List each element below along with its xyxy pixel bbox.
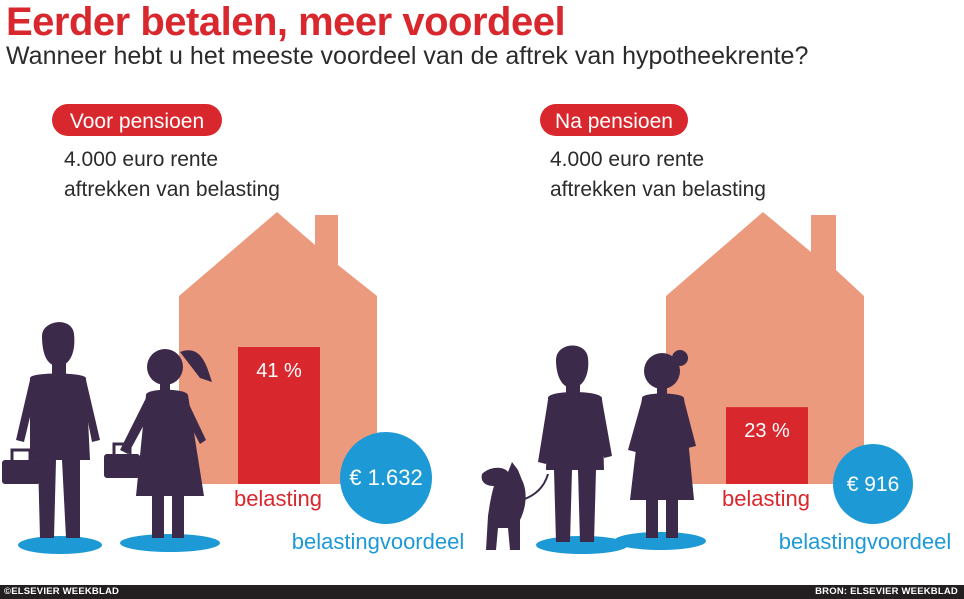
benefit-caption: belastingvoordeel: [779, 529, 951, 554]
panel-na-pensioen: Na pensioen 4.000 euro rente aftrekken v…: [481, 104, 951, 554]
man-figure: [2, 322, 102, 554]
panel-voor-pensioen: Voor pensioen 4.000 euro rente aftrekken…: [2, 104, 464, 554]
benefit-value: € 916: [847, 473, 900, 496]
page-subtitle: Wanneer hebt u het meeste voordeel van d…: [6, 42, 809, 70]
bar-caption: belasting: [722, 486, 810, 511]
tax-rate-label: 23 %: [744, 420, 790, 442]
benefit-circle: [833, 444, 913, 524]
figure-shadow: [18, 536, 102, 554]
tax-rate-bar: [238, 347, 320, 484]
bar-caption: belasting: [234, 486, 322, 511]
panel-description-line2: aftrekken van belasting: [64, 178, 280, 201]
footer-copyright: ©ELSEVIER WEEKBLAD: [4, 586, 120, 597]
footer-source: BRON: ELSEVIER WEEKBLAD: [815, 586, 958, 597]
tax-rate-label: 41 %: [256, 360, 302, 382]
benefit-value: € 1.632: [349, 465, 422, 490]
woman-figure: [104, 349, 220, 552]
panel-description-line1: 4.000 euro rente: [550, 148, 704, 171]
infographic: Voor pensioen 4.000 euro rente aftrekken…: [2, 104, 951, 554]
panel-label-pill: [540, 104, 688, 136]
panel-description-line1: 4.000 euro rente: [64, 148, 218, 171]
footer-bar: ©ELSEVIER WEEKBLAD BRON: ELSEVIER WEEKBL…: [0, 585, 964, 599]
benefit-caption: belastingvoordeel: [292, 529, 464, 554]
figure-shadow: [120, 534, 220, 552]
man-figure: [536, 345, 628, 554]
panel-label-pill: [52, 104, 222, 136]
benefit-circle: [340, 432, 432, 524]
panel-description-line2: aftrekken van belasting: [550, 178, 766, 201]
tax-rate-bar: [726, 407, 808, 484]
figure-shadow: [614, 532, 706, 550]
woman-figure: [614, 350, 706, 550]
house-shape: [666, 212, 864, 484]
dog-figure: [481, 462, 549, 550]
panel-label: Na pensioen: [555, 110, 673, 133]
page-title: Eerder betalen, meer voordeel: [6, 0, 566, 44]
panel-label: Voor pensioen: [70, 110, 204, 133]
